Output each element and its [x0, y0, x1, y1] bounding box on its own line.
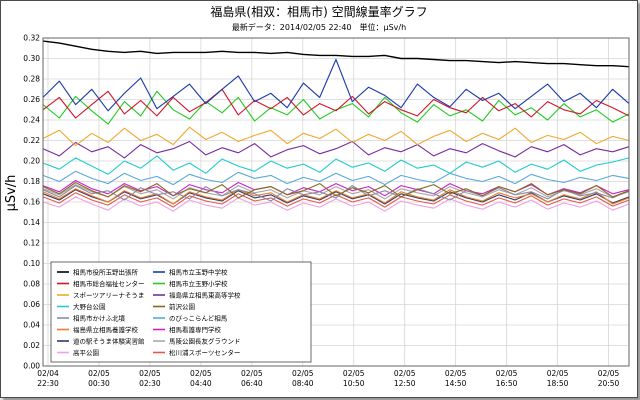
legend-label: 馬陵公園長友グラウンド — [169, 336, 241, 345]
x-tick-time: 08:40 — [292, 379, 314, 388]
legend-label: のびっこらんど相馬 — [169, 313, 228, 322]
legend-label: 高平公園 — [73, 348, 99, 357]
x-tick-time: 22:30 — [37, 379, 59, 388]
y-axis-ticks: 0.00 0.02 0.04 0.06 0.08 0.10 0.12 0.14 0.16 0.18… — [23, 34, 40, 371]
series-lines — [42, 40, 630, 212]
legend-label: 相馬看護専門学校 — [169, 325, 222, 334]
legend-label: 相馬市役所玉野出張所 — [73, 267, 139, 276]
x-tick-time: 18:50 — [547, 379, 569, 388]
y-tick-label: 0.24 — [23, 116, 40, 125]
series-line — [42, 185, 630, 202]
x-tick-time: 00:30 — [88, 379, 110, 388]
y-tick-label: 0.28 — [23, 75, 40, 84]
plot-border — [42, 37, 630, 367]
series-line — [42, 58, 630, 112]
legend-label: 相馬市かけふ北墳 — [73, 313, 126, 322]
y-tick-label: 0.04 — [23, 321, 40, 330]
x-tick-date: 02/05 — [547, 369, 569, 378]
y-tick-label: 0.32 — [23, 34, 40, 43]
y-tick-label: 0.14 — [23, 218, 40, 227]
y-tick-label: 0.08 — [23, 280, 40, 289]
y-tick-label: 0.02 — [23, 341, 40, 350]
legend-label: 前沢公園 — [169, 302, 195, 311]
y-axis-label: μSv/h — [4, 175, 19, 212]
x-tick-time: 10:50 — [343, 379, 365, 388]
y-tick-label: 0.16 — [23, 198, 40, 207]
y-tick-label: 0.00 — [23, 362, 40, 371]
x-tick-date: 02/05 — [343, 369, 365, 378]
y-tick-label: 0.26 — [23, 95, 40, 104]
series-line — [42, 140, 630, 159]
x-tick-time: 02:30 — [139, 379, 161, 388]
series-line — [42, 192, 630, 208]
series-line — [42, 181, 630, 199]
x-tick-time: 12:50 — [394, 379, 416, 388]
x-tick-date: 02/05 — [241, 369, 263, 378]
legend-box — [50, 261, 312, 363]
x-tick-date: 02/05 — [292, 369, 314, 378]
x-tick-date: 02/05 — [598, 369, 620, 378]
x-tick-date: 02/05 — [139, 369, 161, 378]
y-tick-label: 0.22 — [23, 136, 40, 145]
series-line — [42, 155, 630, 175]
legend-label: スポーツアリーナそうま — [73, 291, 144, 299]
y-tick-label: 0.20 — [23, 157, 40, 166]
series-line — [42, 126, 630, 147]
x-tick-date: 02/05 — [88, 369, 110, 378]
legend-label: 大野台公園 — [73, 302, 106, 311]
y-tick-label: 0.10 — [23, 259, 40, 268]
legend-label: 松川浦スポーツセンター — [169, 348, 240, 357]
legend-label: 相馬市立玉野中学校 — [169, 267, 228, 276]
y-tick-label: 0.18 — [23, 177, 40, 186]
legend-label: 相馬市総合福祉センター — [73, 279, 145, 288]
series-line — [42, 90, 630, 125]
x-tick-date: 02/04 — [37, 369, 59, 378]
x-tick-date: 02/05 — [445, 369, 467, 378]
x-tick-time: 14:50 — [445, 379, 467, 388]
legend-label: 福島県立相馬養護学校 — [73, 325, 139, 334]
series-line — [42, 179, 630, 197]
legend-label: 相馬市立玉野小学校 — [169, 279, 228, 288]
y-tick-label: 0.06 — [23, 300, 40, 309]
legend-label: 福島県立相馬東高等学校 — [169, 290, 241, 299]
series-line — [42, 88, 630, 119]
series-line — [42, 188, 630, 205]
series-line — [42, 170, 630, 186]
x-tick-time: 06:40 — [241, 379, 263, 388]
x-tick-time: 20:50 — [598, 379, 620, 388]
chart-title: 福島県(相双：相馬市) 空間線量率グラフ — [210, 4, 427, 19]
x-tick-time: 04:40 — [190, 379, 212, 388]
legend-label: 道の駅そうま体験実習館 — [73, 336, 145, 345]
series-line — [42, 196, 630, 212]
series-line — [42, 184, 630, 200]
x-tick-date: 02/05 — [394, 369, 416, 378]
y-tick-label: 0.12 — [23, 239, 40, 248]
x-axis-ticks: 02/0422:3002/0500:3002/0502:3002/0504:40… — [37, 369, 619, 388]
x-tick-date: 02/05 — [190, 369, 212, 378]
x-tick-time: 16:50 — [496, 379, 518, 388]
y-tick-label: 0.30 — [23, 54, 40, 63]
x-tick-date: 02/05 — [496, 369, 518, 378]
series-line — [42, 189, 630, 205]
chart-subtitle: 最新データ：2014/02/05 22:40 単位：μSv/h — [232, 22, 406, 32]
series-line — [42, 40, 630, 68]
